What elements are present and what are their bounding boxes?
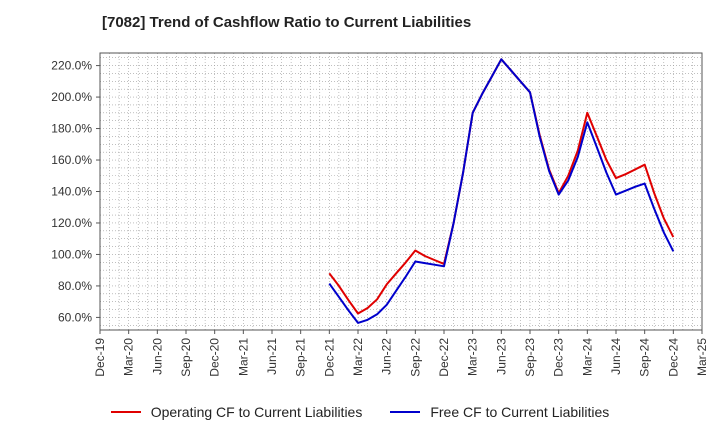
x-tick-label: Mar-23: [466, 338, 480, 376]
y-tick-label: 160.0%: [51, 153, 92, 167]
legend-swatch-free-cf: [390, 411, 421, 413]
y-tick-label: 80.0%: [58, 279, 92, 293]
x-tick-label: Jun-24: [609, 338, 623, 375]
x-tick-label: Jun-23: [494, 338, 508, 375]
y-tick-label: 220.0%: [51, 59, 92, 73]
x-tick-label: Dec-21: [322, 338, 336, 377]
legend-label-operating-cf: Operating CF to Current Liabilities: [150, 404, 363, 420]
legend: Operating CF to Current Liabilities Free…: [0, 404, 720, 420]
legend-swatch-operating-cf: [110, 411, 141, 413]
x-tick-label: Mar-25: [695, 338, 709, 376]
legend-item-operating-cf: Operating CF to Current Liabilities: [110, 404, 363, 420]
legend-label-free-cf: Free CF to Current Liabilities: [430, 404, 610, 420]
series-layer: [328, 58, 675, 324]
x-tick-label: Sep-22: [408, 338, 422, 377]
y-tick-label: 180.0%: [51, 122, 92, 136]
x-tick-label: Mar-21: [236, 338, 250, 376]
x-tick-label: Dec-19: [93, 338, 107, 377]
x-tick-label: Sep-24: [638, 338, 652, 377]
x-tick-label: Jun-21: [265, 338, 279, 375]
series-line-free-cf: [328, 58, 675, 324]
x-tick-label: Dec-20: [208, 338, 222, 377]
x-tick-label: Mar-20: [122, 338, 136, 376]
chart-title: [7082] Trend of Cashflow Ratio to Curren…: [102, 14, 472, 31]
grid-layer: [99, 53, 703, 330]
x-tick-label: Jun-22: [380, 338, 394, 375]
plot-border: [99, 52, 703, 331]
y-tick-label: 60.0%: [58, 310, 92, 324]
x-tick-label: Dec-22: [437, 338, 451, 377]
y-tick-label: 120.0%: [51, 216, 92, 230]
x-tick-label: Dec-23: [552, 338, 566, 377]
x-tick-label: Sep-20: [179, 338, 193, 377]
x-tick-label: Sep-21: [294, 338, 308, 377]
x-tick-label: Mar-24: [580, 338, 594, 376]
legend-item-free-cf: Free CF to Current Liabilities: [390, 404, 609, 420]
x-tick-label: Dec-24: [666, 338, 680, 377]
y-tick-label: 100.0%: [51, 247, 92, 261]
axis-layer: 60.0% 80.0% 100.0% 120.0% 140.0% 160.0% 180.0%…: [51, 59, 709, 377]
y-tick-label: 140.0%: [51, 185, 92, 199]
x-tick-label: Jun-20: [150, 338, 164, 375]
y-tick-label: 200.0%: [51, 90, 92, 104]
x-tick-label: Sep-23: [523, 338, 537, 377]
x-tick-label: Mar-22: [351, 338, 365, 376]
